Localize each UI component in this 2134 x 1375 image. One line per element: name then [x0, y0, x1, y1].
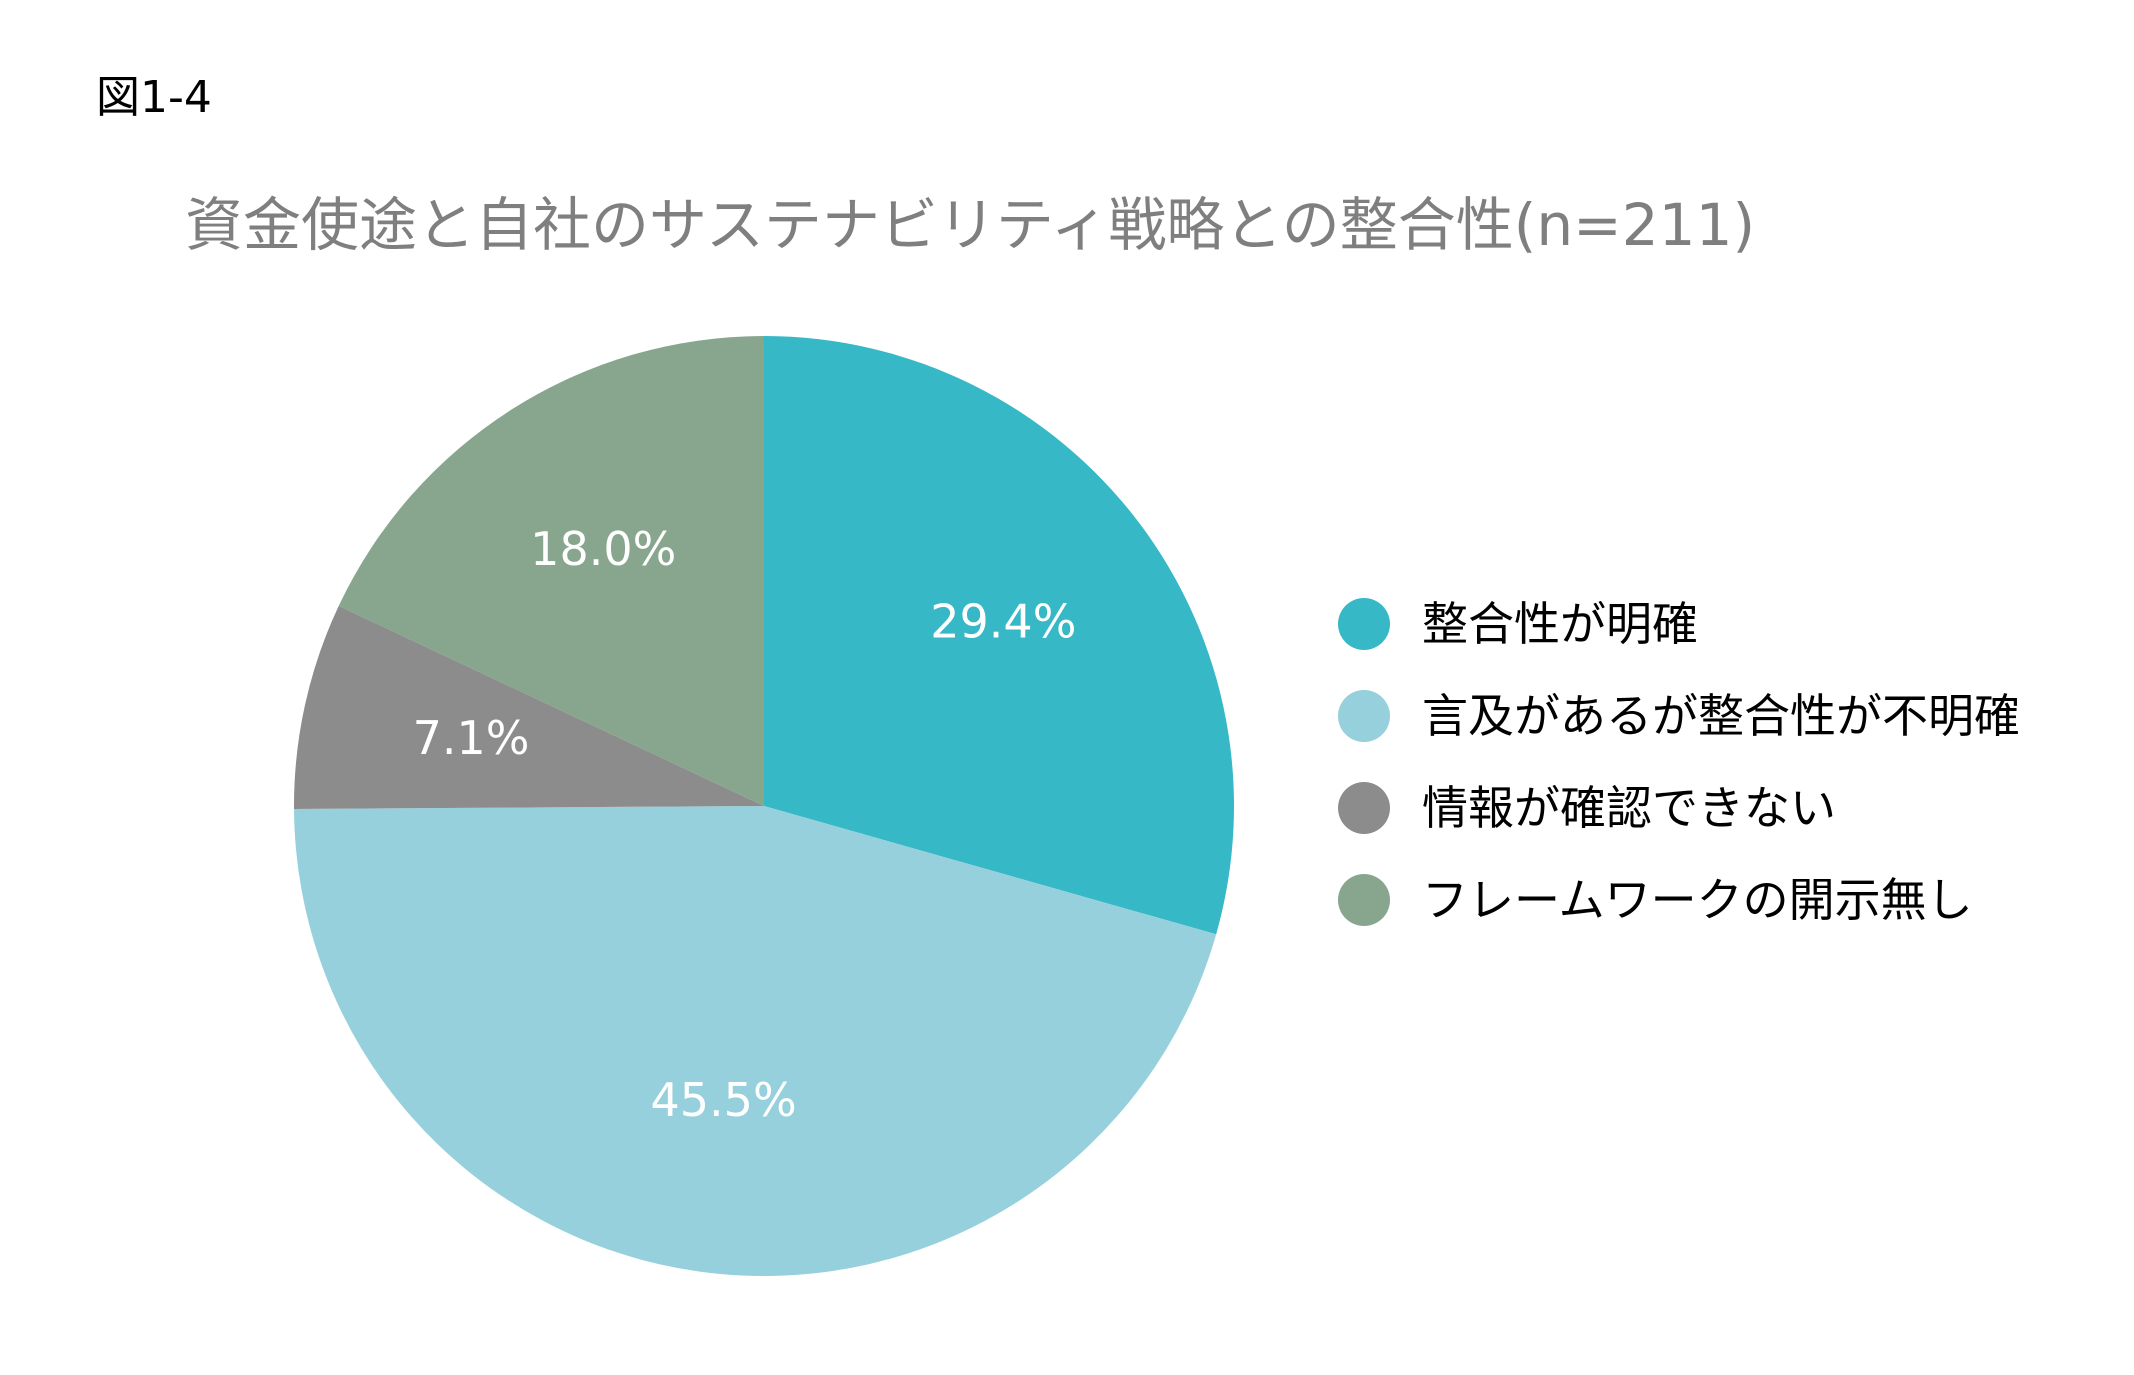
- pie-slice: [338, 336, 764, 806]
- legend-label: フレームワークの開示無し: [1422, 873, 1973, 927]
- legend-label: 言及があるが整合性が不明確: [1422, 689, 2020, 743]
- legend-item: 整合性が明確: [1338, 578, 2020, 670]
- legend-swatch: [1338, 874, 1390, 926]
- pie-slices: [293, 336, 1234, 1276]
- legend-item: 情報が確認できない: [1338, 762, 2020, 854]
- chart-title: 資金使途と自社のサステナビリティ戦略との整合性(n=211): [185, 191, 1756, 259]
- slice-value-label: 18.0%: [530, 522, 676, 576]
- legend-swatch: [1338, 598, 1390, 650]
- legend-label: 整合性が明確: [1422, 597, 1698, 651]
- slice-value-label: 29.4%: [930, 595, 1076, 649]
- pie-slice: [293, 605, 764, 809]
- slice-value-label: 45.5%: [651, 1073, 797, 1127]
- figure-label: 図1-4: [96, 72, 212, 123]
- legend: 整合性が明確言及があるが整合性が不明確 情報が確認できないフレームワークの開示無し: [1338, 578, 2020, 946]
- slice-value-label: 7.1%: [413, 711, 530, 765]
- legend-label: 情報が確認できない: [1422, 781, 1836, 835]
- legend-item: フレームワークの開示無し: [1338, 854, 2020, 946]
- pie-slice: [294, 806, 1217, 1276]
- pie-value-labels: 29.4% 45.5% 7.1% 18.0%: [413, 522, 1077, 1127]
- pie-slice: [764, 336, 1234, 935]
- legend-swatch: [1338, 782, 1390, 834]
- legend-swatch: [1338, 690, 1390, 742]
- legend-item: 言及があるが整合性が不明確: [1338, 670, 2020, 762]
